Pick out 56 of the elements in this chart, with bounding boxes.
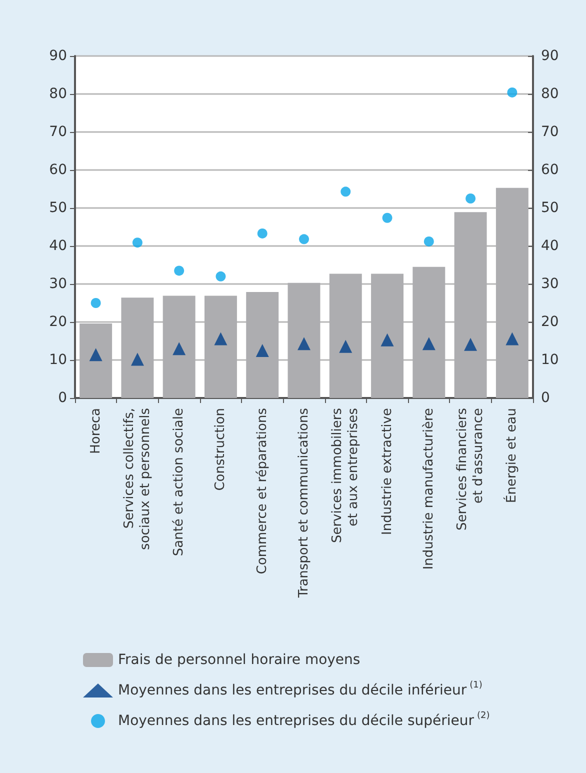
x-tick-label: Industrie extractive — [380, 408, 395, 535]
x-tick-label: Services collectifs, sociaux et personnels — [122, 408, 153, 550]
y-tick-label: 40 — [49, 238, 67, 254]
x-tick-label: Industrie manufacturière — [421, 408, 436, 570]
x-tick-label: Énergie et eau — [502, 408, 520, 503]
y-tick-label: 20 — [49, 314, 67, 330]
y2-tick-label: 60 — [541, 162, 559, 178]
y2-tick-label: 50 — [541, 200, 559, 216]
point — [299, 234, 309, 244]
point — [174, 266, 184, 276]
point — [507, 87, 518, 98]
point — [89, 348, 102, 362]
point — [132, 238, 142, 248]
point — [298, 337, 310, 350]
point — [172, 342, 186, 356]
point — [257, 228, 268, 238]
y-tick-label: 70 — [49, 124, 67, 140]
x-tick-label: Services financiers et d'assurance — [455, 408, 486, 530]
point — [339, 340, 352, 353]
y-tick-label: 10 — [49, 352, 67, 368]
point — [466, 194, 476, 204]
point — [214, 332, 228, 346]
point — [506, 332, 519, 346]
y2-tick-label: 70 — [541, 124, 559, 140]
y-tick-label: 80 — [49, 86, 67, 102]
point — [130, 352, 144, 366]
y2-tick-label: 90 — [541, 48, 559, 64]
x-tick-label: Santé et action sociale — [172, 408, 187, 556]
x-tick-label: Horeca — [88, 408, 104, 454]
y2-tick-label: 80 — [541, 86, 559, 102]
point — [422, 337, 436, 350]
point — [424, 236, 434, 246]
y-tick-label: 50 — [49, 200, 67, 216]
point — [216, 271, 226, 282]
y-tick-label: 0 — [58, 390, 67, 406]
y-tick-label: 60 — [49, 162, 67, 178]
point — [382, 212, 392, 223]
point — [256, 344, 269, 357]
x-tick-label: Transport et communications — [296, 408, 312, 599]
y2-tick-label: 10 — [541, 352, 559, 368]
x-tick-label: Services immobiliers et aux entreprises — [330, 408, 362, 544]
point — [380, 333, 394, 346]
legend-label: Frais de personnel horaire moyens — [118, 652, 360, 668]
legend-label: Moyennes dans les entreprises du décile inférieur(1) — [118, 680, 482, 698]
point — [90, 298, 101, 308]
x-tick-label: Commerce et réparations — [254, 408, 270, 574]
y-tick-label: 90 — [49, 48, 67, 64]
y-tick-label: 30 — [49, 276, 67, 292]
y2-tick-label: 20 — [541, 314, 559, 330]
point — [464, 338, 478, 351]
y2-tick-label: 0 — [541, 390, 550, 406]
legend-label: Moyennes dans les entreprises du décile supérieur(2) — [118, 711, 490, 729]
point — [340, 186, 351, 197]
x-tick-label: Construction — [213, 408, 228, 491]
y2-tick-label: 30 — [541, 276, 559, 292]
y2-tick-label: 40 — [541, 238, 559, 254]
